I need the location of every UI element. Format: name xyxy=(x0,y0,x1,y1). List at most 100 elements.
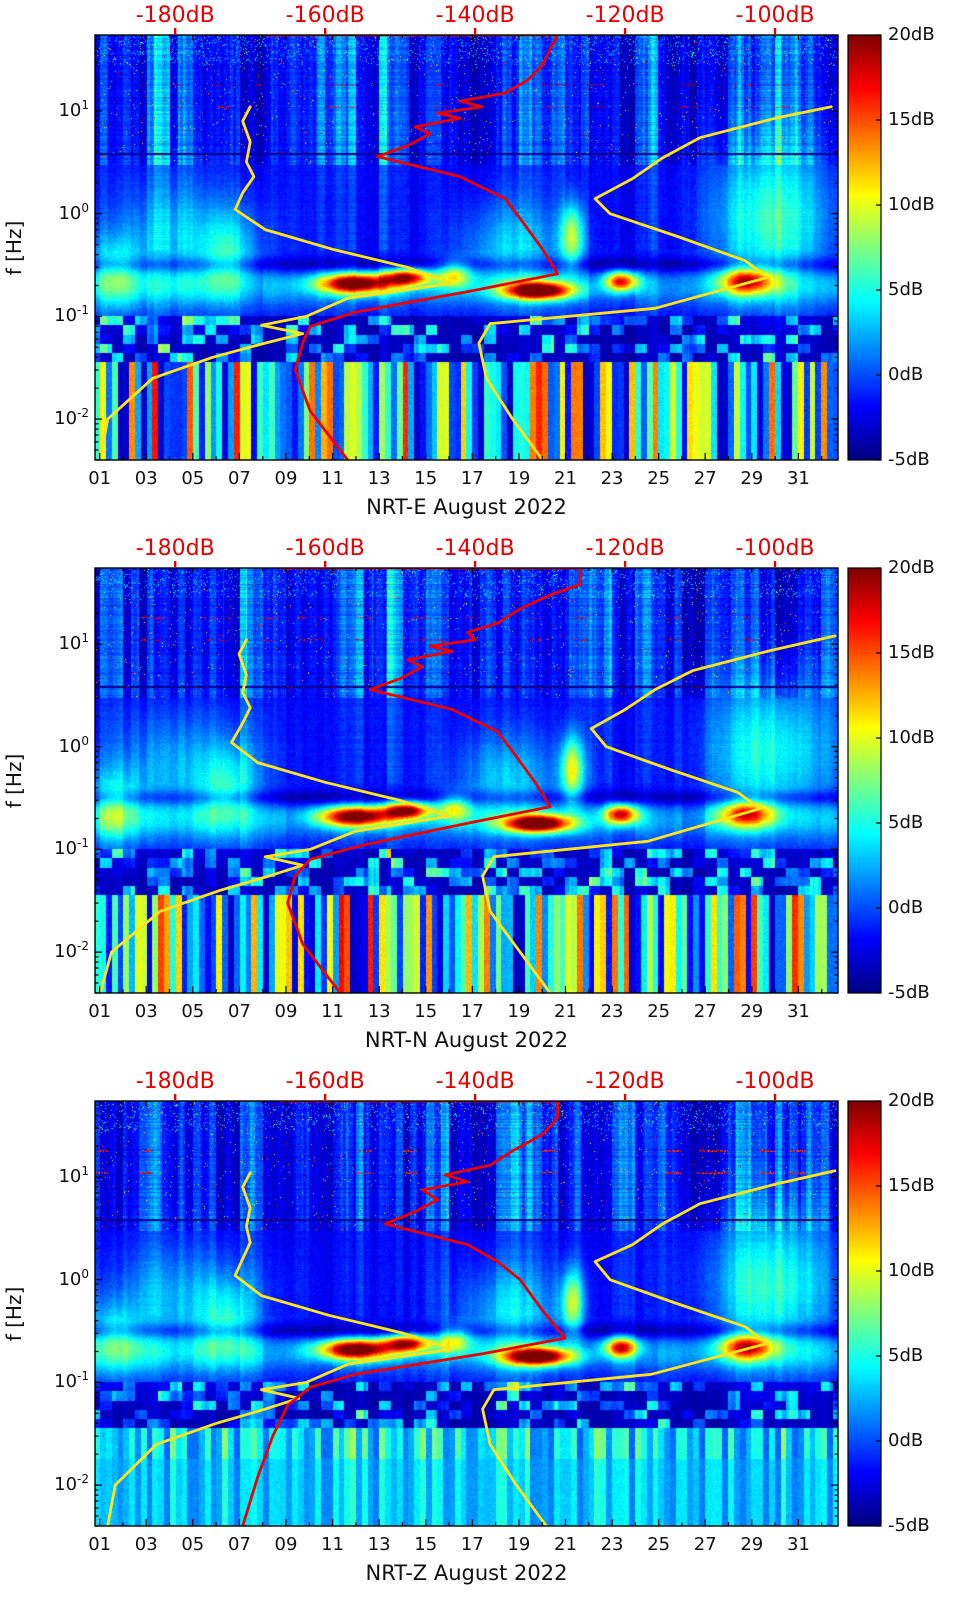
x-tick-label: 15 xyxy=(414,468,438,489)
x-tick-label: 27 xyxy=(693,468,717,489)
top-axis-ticks xyxy=(174,28,777,34)
top-axis-tick-label: -160dB xyxy=(285,3,365,28)
colorbar-tick-label: 5dB xyxy=(888,279,924,300)
colorbar-tick-label: 0dB xyxy=(888,897,924,918)
colorbar-gradient xyxy=(848,1101,881,1526)
yellow-percentile-curve-low xyxy=(98,105,455,460)
y-tick-exponent: 1 xyxy=(81,631,89,646)
colorbar-tick-label: 20dB xyxy=(888,24,935,45)
top-axis-tick-label: -140dB xyxy=(435,1069,515,1094)
x-tick-label: 09 xyxy=(274,468,298,489)
panel-title: NRT-N August 2022 xyxy=(364,1028,569,1052)
y-tick-label: 100 xyxy=(31,734,89,757)
x-tick-label: 01 xyxy=(88,1534,112,1555)
x-tick-label: 03 xyxy=(134,468,158,489)
colorbar-tick-label: 10dB xyxy=(888,1260,935,1281)
colorbar-tick-label: 10dB xyxy=(888,194,935,215)
spectrogram-panel-nrt-e: -180dB -160dB -140dB -120dB -100dB 101 100 10-1… xyxy=(0,0,962,533)
colorbar-gradient xyxy=(848,35,881,460)
x-tick-label: 01 xyxy=(88,468,112,489)
y-tick-exponent: 1 xyxy=(81,1164,89,1179)
curves-group xyxy=(106,1101,837,1526)
y-tick-label: 100 xyxy=(31,1267,89,1290)
colorbar-border xyxy=(847,34,882,461)
top-axis-tick-label: -140dB xyxy=(435,536,515,561)
spectrogram-canvas xyxy=(95,1101,838,1526)
x-tick-label: 17 xyxy=(460,1534,484,1555)
x-tick-label: 17 xyxy=(460,468,484,489)
y-tick-exponent: 0 xyxy=(81,200,89,215)
x-tick-label: 25 xyxy=(647,1534,671,1555)
axes-overlay xyxy=(94,561,882,994)
x-tick-label: 15 xyxy=(414,1001,438,1022)
x-tick-label: 01 xyxy=(88,1001,112,1022)
colorbar-tick-label: 15dB xyxy=(888,1175,935,1196)
colorbar-tick-label: 15dB xyxy=(888,642,935,663)
plot-border xyxy=(94,34,839,461)
red-noise-model-curve xyxy=(278,568,582,993)
colorbar-tick-label: 0dB xyxy=(888,364,924,385)
x-tick-label: 09 xyxy=(274,1001,298,1022)
yellow-percentile-curve-high xyxy=(477,105,833,460)
x-tick-label: 03 xyxy=(134,1534,158,1555)
x-tick-label: 13 xyxy=(367,1001,391,1022)
x-tick-label: 29 xyxy=(740,1534,764,1555)
y-tick-label: 10-1 xyxy=(31,1369,89,1392)
y-tick-base: 10 xyxy=(54,1474,78,1496)
x-tick-label: 13 xyxy=(367,468,391,489)
y-tick-label: 10-2 xyxy=(31,406,89,429)
x-tick-label: 19 xyxy=(507,1534,531,1555)
y-tick-base: 10 xyxy=(58,202,82,224)
x-tick-label: 21 xyxy=(554,468,577,489)
y-tick-base: 10 xyxy=(54,305,78,327)
top-axis-tick-label: -180dB xyxy=(135,1069,215,1094)
y-tick-base: 10 xyxy=(58,735,82,757)
colorbar-border xyxy=(847,567,882,994)
colorbar-ticks xyxy=(876,567,881,994)
y-tick-label: 10-1 xyxy=(31,836,89,859)
y-tick-exponent: -1 xyxy=(77,836,89,851)
red-noise-model-curve xyxy=(263,35,559,460)
top-axis-tick-label: -120dB xyxy=(585,3,665,28)
top-axis-tick-label: -180dB xyxy=(135,3,215,28)
colorbar-tick-label: -5dB xyxy=(888,982,930,1003)
x-tick-label: 27 xyxy=(693,1534,717,1555)
x-tick-label: 21 xyxy=(554,1001,577,1022)
x-tick-label: 25 xyxy=(647,468,671,489)
x-tick-label: 13 xyxy=(367,1534,391,1555)
top-axis-tick-label: -100dB xyxy=(735,536,815,561)
curves-group xyxy=(98,35,833,460)
y-tick-exponent: -1 xyxy=(77,303,89,318)
top-axis-tick-label: -140dB xyxy=(435,3,515,28)
y-tick-label: 10-2 xyxy=(31,939,89,962)
y-tick-label: 10-1 xyxy=(31,303,89,326)
x-tick-label: 23 xyxy=(600,1534,624,1555)
curves-group xyxy=(98,568,837,993)
top-axis-tick-label: -120dB xyxy=(585,536,665,561)
spectrogram-canvas xyxy=(95,568,838,993)
x-tick-label: 31 xyxy=(786,1001,810,1022)
y-tick-label: 100 xyxy=(31,201,89,224)
y-tick-exponent: 1 xyxy=(81,98,89,113)
axes-overlay xyxy=(94,1094,882,1527)
top-axis-tick-label: -100dB xyxy=(735,3,815,28)
x-tick-label: 11 xyxy=(321,1534,345,1555)
y-tick-base: 10 xyxy=(54,408,78,430)
colorbar-tick-label: 5dB xyxy=(888,1345,924,1366)
spectrogram-panel-nrt-n: -180dB -160dB -140dB -120dB -100dB 101 100 10-1… xyxy=(0,533,962,1066)
y-tick-label: 101 xyxy=(31,1164,89,1187)
x-tick-label: 19 xyxy=(507,468,531,489)
colorbar-ticks xyxy=(876,34,881,461)
x-tick-label: 31 xyxy=(786,468,810,489)
yellow-percentile-curve-high xyxy=(481,634,837,993)
yellow-percentile-curve-high xyxy=(481,1169,837,1526)
colorbar-tick-label: 15dB xyxy=(888,109,935,130)
axes-overlay xyxy=(94,28,882,461)
y-tick-label: 10-2 xyxy=(31,1472,89,1495)
y-tick-label: 101 xyxy=(31,98,89,121)
x-tick-label: 11 xyxy=(321,468,345,489)
x-tick-label: 03 xyxy=(134,1001,158,1022)
top-axis-tick-label: -160dB xyxy=(285,1069,365,1094)
axis-ticks xyxy=(95,35,838,461)
